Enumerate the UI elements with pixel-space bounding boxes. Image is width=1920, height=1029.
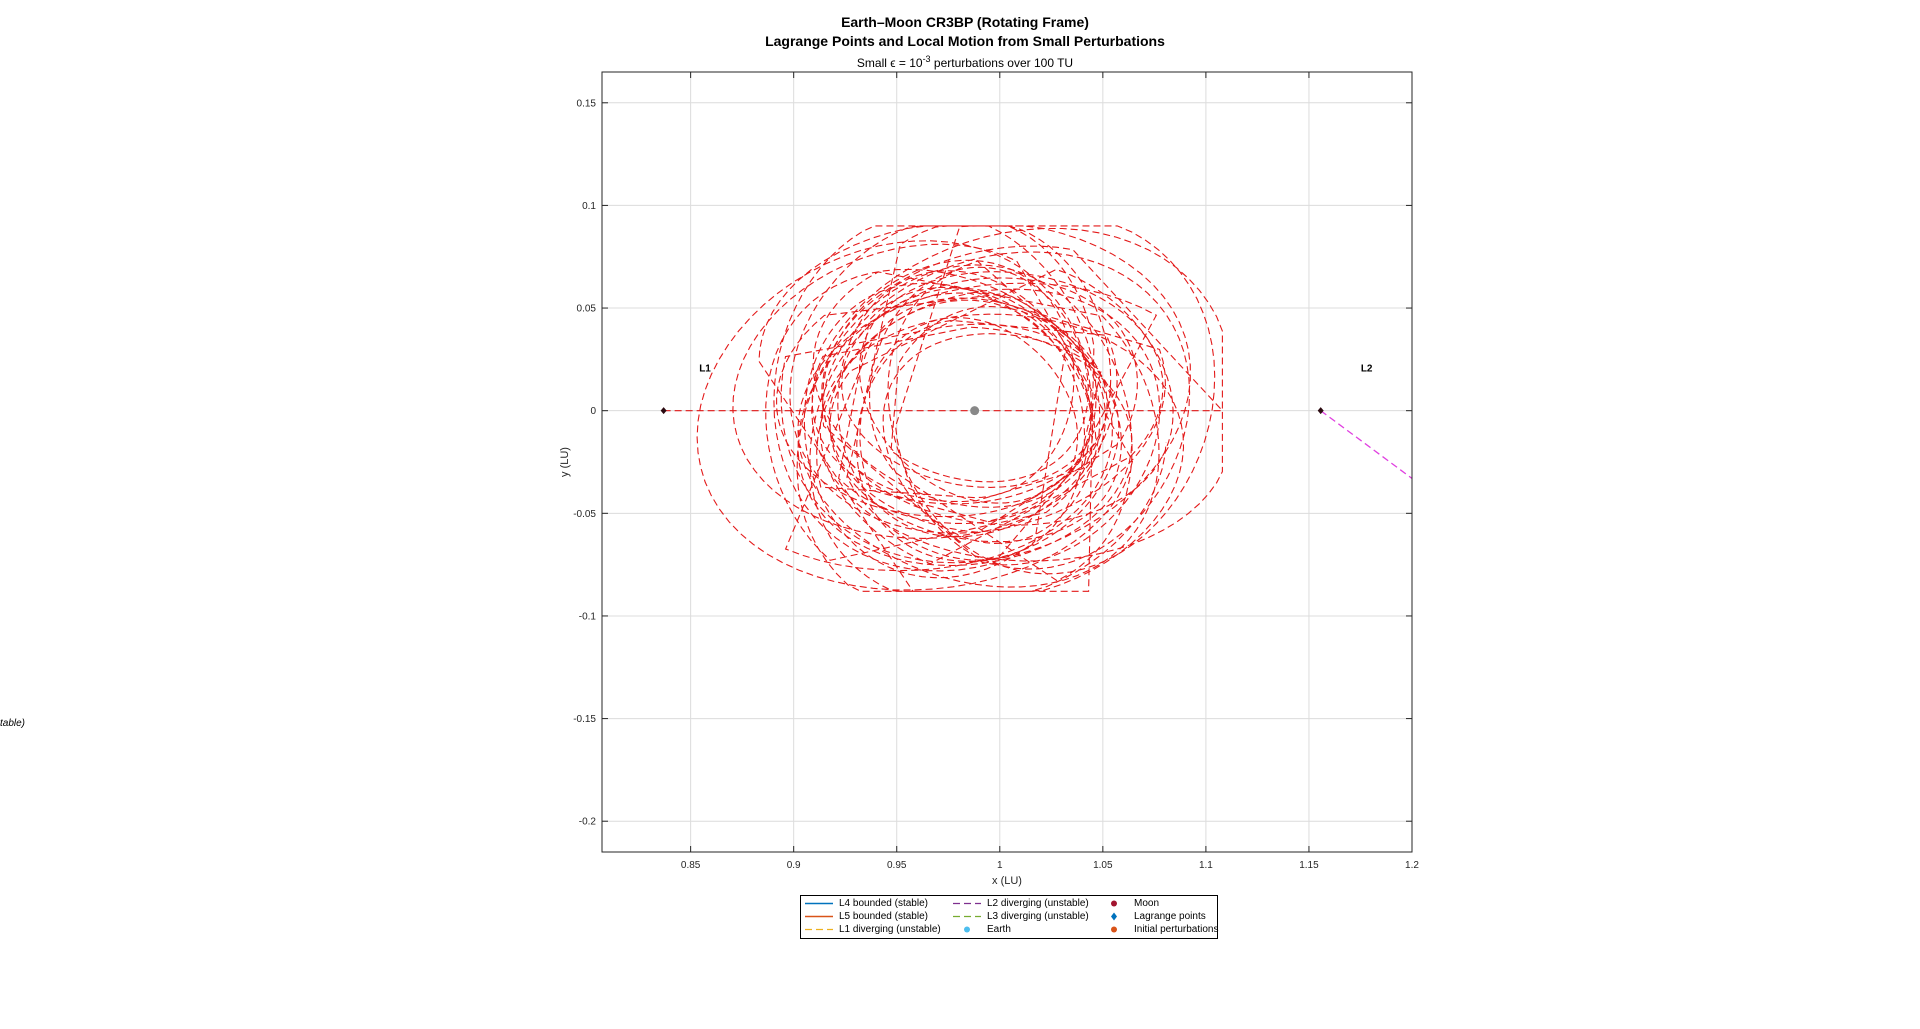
chart-axis-labels: 0.85 0.9 0.95 1 1.05 1.1 1.15 1.2 0.15 0.1 0.05 0 -0… (559, 98, 1419, 887)
y-tick-label: 0.05 (577, 304, 597, 315)
x-tick-label: 0.85 (681, 860, 701, 871)
chart-title-line2: Lagrange Points and Local Motion from Sm… (765, 33, 1165, 49)
lagrange-point-label: L2 (1361, 364, 1373, 375)
legend-swatch (805, 923, 833, 936)
legend-label: L5 bounded (stable) (839, 911, 928, 922)
l2-diverging-trajectory (1320, 410, 1413, 479)
legend-item: L3 diverging (unstable) (953, 910, 1089, 923)
legend-label: Lagrange points (1134, 911, 1206, 922)
legend-swatch (953, 923, 981, 936)
y-tick-label: 0 (590, 406, 596, 417)
lagrange-point-label: L1 (699, 364, 711, 375)
y-tick-label: -0.1 (579, 611, 597, 622)
legend-label: Earth (987, 924, 1011, 935)
legend-item: Initial perturbations (1100, 923, 1219, 936)
legend-swatch (1100, 897, 1128, 910)
axes-box (601, 71, 1413, 853)
x-tick-label: 1 (997, 860, 1003, 871)
legend-item: L4 bounded (stable) (805, 897, 928, 910)
y-tick-label: -0.15 (573, 714, 596, 725)
subtitle-exponent: -3 (922, 54, 931, 64)
legend-label: Moon (1134, 898, 1160, 909)
y-tick-label: 0.1 (582, 201, 596, 212)
clipped-legend-text: table) (0, 718, 26, 729)
legend-swatch (805, 897, 833, 910)
y-axis-label: y (LU) (559, 447, 571, 477)
y-tick-label: 0.15 (577, 98, 597, 109)
x-tick-label: 0.95 (887, 860, 907, 871)
legend-item: L1 diverging (unstable) (805, 923, 941, 936)
chart-grid (602, 72, 1413, 852)
moon-marker (970, 406, 980, 416)
x-tick-label: 0.9 (787, 860, 801, 871)
subtitle-prefix: Small ϵ = 10 (856, 56, 923, 70)
legend-swatch (953, 897, 981, 910)
l1-diverging-trajectory (663, 225, 1223, 592)
chart-legend: L4 bounded (stable) L5 bounded (stable) L1… (800, 895, 1219, 939)
chart-subtitle: Small ϵ = 10-3 perturbations over 100 TU (0, 54, 1920, 70)
legend-item: Lagrange points (1100, 910, 1206, 923)
chart-trajectories (663, 225, 1413, 592)
lagrange-point-l2-marker (1317, 407, 1324, 415)
x-tick-label: 1.05 (1093, 860, 1113, 871)
legend-swatch (805, 910, 833, 923)
legend-label: L4 bounded (stable) (839, 898, 928, 909)
y-tick-label: -0.2 (579, 817, 597, 828)
legend-label: L2 diverging (unstable) (987, 898, 1089, 909)
legend-item: Moon (1100, 897, 1159, 910)
x-tick-label: 1.1 (1199, 860, 1213, 871)
x-axis-label: x (LU) (992, 875, 1022, 887)
x-tick-label: 1.2 (1405, 860, 1419, 871)
legend-item: L5 bounded (stable) (805, 910, 928, 923)
chart-markers (660, 406, 1324, 416)
y-tick-label: -0.05 (573, 509, 596, 520)
lagrange-point-l1-marker (660, 407, 667, 415)
legend-swatch (953, 910, 981, 923)
legend-label: Initial perturbations (1134, 924, 1219, 935)
legend-swatch (1100, 923, 1128, 936)
legend-item: Earth (953, 923, 1011, 936)
legend-item: L2 diverging (unstable) (953, 897, 1089, 910)
chart-title-line1: Earth–Moon CR3BP (Rotating Frame) (841, 14, 1089, 30)
legend-label: L1 diverging (unstable) (839, 924, 941, 935)
subtitle-suffix: perturbations over 100 TU (930, 56, 1074, 70)
chart-ticks (602, 72, 1413, 852)
x-tick-label: 1.15 (1299, 860, 1319, 871)
legend-label: L3 diverging (unstable) (987, 911, 1089, 922)
legend-swatch (1100, 910, 1128, 923)
